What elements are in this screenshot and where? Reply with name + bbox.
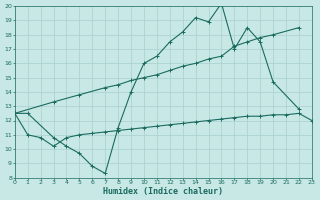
X-axis label: Humidex (Indice chaleur): Humidex (Indice chaleur) [103, 187, 223, 196]
